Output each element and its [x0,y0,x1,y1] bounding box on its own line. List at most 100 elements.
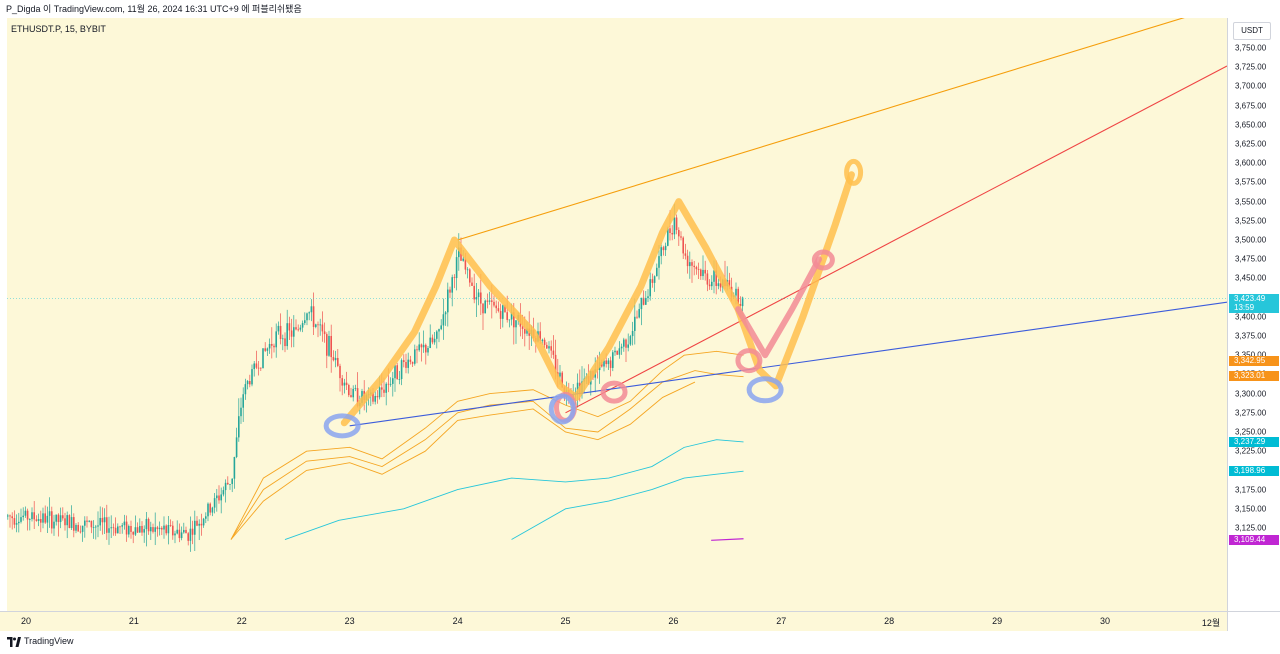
candle-body [222,490,225,495]
candle-body [603,360,605,367]
candle [662,245,665,256]
candle [471,277,473,287]
currency-button[interactable]: USDT [1233,22,1271,40]
candle-body [447,289,449,313]
candle-body [121,525,123,527]
candle [623,337,625,352]
candle-body [433,338,436,343]
candle-body [81,525,84,532]
footer: TradingView [0,631,1280,654]
candle-body [273,345,275,348]
candle-body [191,528,194,535]
candle-body [304,320,306,324]
candle [315,323,317,329]
candle [396,362,398,380]
candle-body [436,331,438,339]
candle-body [387,383,390,385]
candle [640,297,643,326]
candle-body [183,529,185,533]
candle-body [711,281,713,287]
candle-body [649,279,651,297]
candle [403,354,405,368]
candle-body [68,515,71,529]
price-tick-label: 3,575.00 [1235,177,1267,187]
candle [187,531,189,546]
candle-body [73,517,75,531]
candle-body [238,416,240,438]
candle [477,288,480,306]
blue-loop-right [746,376,784,404]
candle-body [323,331,326,335]
candle-body [310,306,313,313]
candle-body [392,378,394,384]
candle [130,520,132,539]
candle-body [484,300,486,314]
candle [330,324,332,373]
candle-body [75,524,77,531]
candle [482,303,484,330]
candle-body [429,337,431,349]
candle [268,338,271,354]
candle-body [178,529,181,539]
candle-body [299,327,302,330]
candle [321,311,324,342]
candle [128,524,130,538]
candle [134,515,137,537]
blue-loop-mid [548,393,576,425]
candle [671,225,673,241]
candle [70,505,73,531]
chart-pane[interactable]: ETHUSDT.P, 15, BYBIT [7,18,1227,611]
candle-body [651,279,654,283]
candle [612,350,614,372]
candle [198,519,200,541]
price-tick-label: 3,600.00 [1235,158,1267,168]
candle-body [623,339,625,347]
candle-body [55,514,57,522]
candle [711,275,713,291]
candle [222,486,225,497]
candle [651,273,654,288]
candle [416,345,418,364]
candle [455,249,458,291]
candle-body [42,513,44,523]
time-label: 30 [1099,616,1111,626]
candle-body [240,407,242,417]
candle [46,506,49,533]
candle-body [134,527,137,535]
candle-body [255,363,258,368]
candle [649,272,651,301]
candle-body [275,331,277,348]
candle [515,319,517,344]
candle-body [174,533,176,536]
candle [546,342,548,349]
candle [352,385,354,402]
symbol-label[interactable]: ETHUSDT.P, 15, BYBIT [11,24,106,34]
price-axis[interactable]: USDT 3,750.00 3,725.00 3,700.00 3,675.00 3,6… [1227,18,1280,611]
tradingview-logo-icon[interactable] [7,637,21,647]
candle [242,387,244,422]
candle-body [675,217,678,231]
candle [143,525,145,543]
candle [475,283,478,318]
candle-body [35,519,38,521]
candle-body [673,217,676,235]
candle-body [394,365,396,379]
candle [282,334,284,351]
candle [431,334,434,345]
candle [645,291,647,305]
time-axis[interactable]: 20 21 22 23 24 25 26 27 28 29 30 12월 [0,611,1227,632]
candle-body [86,520,88,522]
candle-body [374,396,376,402]
price-tick-label: 3,650.00 [1235,120,1267,130]
chart-canvas[interactable] [7,18,1227,611]
candle-body [46,515,49,523]
candle-body [216,495,218,499]
candle-body [125,521,128,535]
candle-body [293,327,295,337]
candle [64,512,66,531]
candle-body [561,372,563,388]
candle [414,344,416,366]
candle-body [288,323,291,331]
price-tick-label: 3,450.00 [1235,273,1267,283]
candle-body [308,312,310,314]
